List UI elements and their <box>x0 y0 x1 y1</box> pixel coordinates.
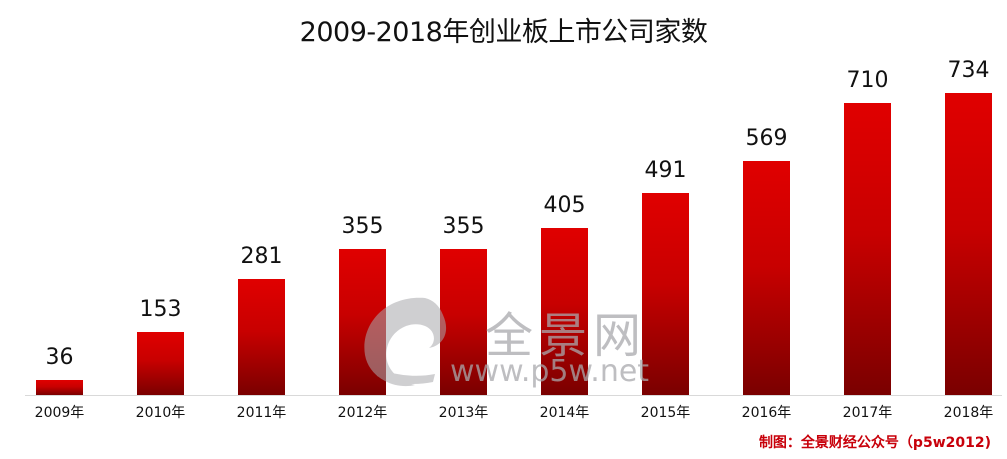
x-tick-label: 2014年 <box>539 405 590 421</box>
bar <box>36 380 83 395</box>
bar <box>440 249 487 395</box>
data-label: 281 <box>240 244 283 269</box>
bar <box>541 228 588 395</box>
bar <box>339 249 386 395</box>
data-label: 355 <box>341 214 384 239</box>
bar <box>137 332 184 395</box>
data-label: 153 <box>139 297 182 322</box>
x-tick-label: 2016年 <box>741 405 792 421</box>
bar <box>642 193 689 395</box>
x-tick-label: 2018年 <box>943 405 994 421</box>
x-axis-line <box>25 395 1002 396</box>
data-label: 491 <box>644 158 687 183</box>
data-label: 569 <box>745 126 788 151</box>
data-label: 355 <box>442 214 485 239</box>
x-tick-label: 2013年 <box>438 405 489 421</box>
chart-title: 2009-2018年创业板上市公司家数 <box>299 17 708 48</box>
data-label: 734 <box>947 58 990 83</box>
x-tick-label: 2011年 <box>236 405 287 421</box>
bar <box>945 93 992 395</box>
chart-credit: 制图：全景财经公众号（p5w2012) <box>758 435 991 451</box>
x-tick-label: 2012年 <box>337 405 388 421</box>
data-label: 710 <box>846 68 889 93</box>
x-tick-label: 2015年 <box>640 405 691 421</box>
bar <box>238 279 285 395</box>
watermark-text: 全景网 <box>485 308 648 364</box>
x-tick-label: 2017年 <box>842 405 893 421</box>
watermark-url: www.p5w.net <box>450 354 650 389</box>
bar <box>743 161 790 395</box>
data-label: 405 <box>543 193 586 218</box>
bar <box>844 103 891 395</box>
x-tick-label: 2010年 <box>135 405 186 421</box>
data-label: 36 <box>45 345 74 370</box>
x-tick-label: 2009年 <box>34 405 85 421</box>
